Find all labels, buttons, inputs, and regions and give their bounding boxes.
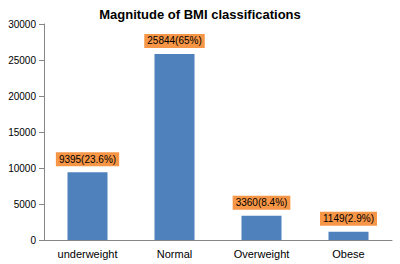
- svg-text:Obese: Obese: [332, 248, 364, 260]
- svg-text:1149(2.9%): 1149(2.9%): [323, 213, 374, 224]
- svg-text:25844(65%): 25844(65%): [147, 35, 201, 46]
- svg-text:Magnitude of BMI classificatio: Magnitude of BMI classifications: [99, 7, 301, 22]
- svg-text:3360(8.4%): 3360(8.4%): [236, 197, 288, 208]
- svg-text:underweight: underweight: [58, 248, 118, 260]
- svg-text:10000: 10000: [8, 163, 36, 174]
- svg-text:20000: 20000: [8, 91, 36, 102]
- svg-text:Overweight: Overweight: [234, 248, 290, 260]
- svg-text:15000: 15000: [8, 127, 36, 138]
- svg-text:5000: 5000: [14, 199, 37, 210]
- svg-text:0: 0: [30, 235, 36, 246]
- svg-text:25000: 25000: [8, 55, 36, 66]
- svg-text:30000: 30000: [8, 19, 36, 30]
- svg-text:Normal: Normal: [157, 248, 192, 260]
- svg-text:9395(23.6%): 9395(23.6%): [59, 154, 116, 165]
